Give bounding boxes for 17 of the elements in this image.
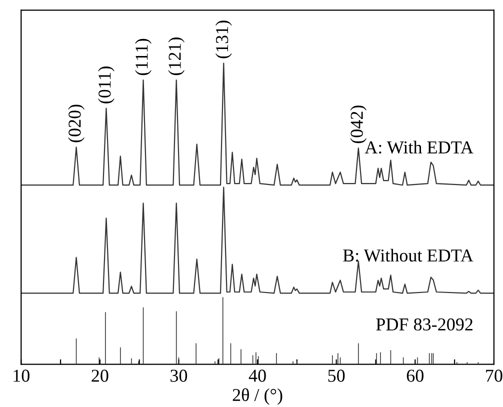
x-tick-label: 70: [486, 370, 502, 382]
x-tick-label: 60: [406, 370, 424, 382]
annotation: (042): [350, 106, 367, 144]
annotation: (020): [68, 104, 84, 142]
x-tick-label: 50: [328, 370, 345, 382]
x-tick-label: 40: [248, 370, 266, 382]
x-tick-label: 10: [14, 370, 30, 382]
annotation: (131): [215, 20, 232, 58]
x-axis-title: 2θ / (°): [232, 388, 282, 405]
annotation: (121): [168, 38, 185, 76]
annotation: (111): [135, 38, 152, 76]
series-label: A: With EDTA: [364, 140, 474, 154]
annotation: (011): [98, 66, 114, 104]
x-tick-label: 30: [170, 370, 188, 382]
series-label: B: Without EDTA: [343, 248, 474, 262]
series-label: PDF 83-2092: [376, 318, 472, 331]
x-tick-label: 20: [92, 370, 108, 382]
